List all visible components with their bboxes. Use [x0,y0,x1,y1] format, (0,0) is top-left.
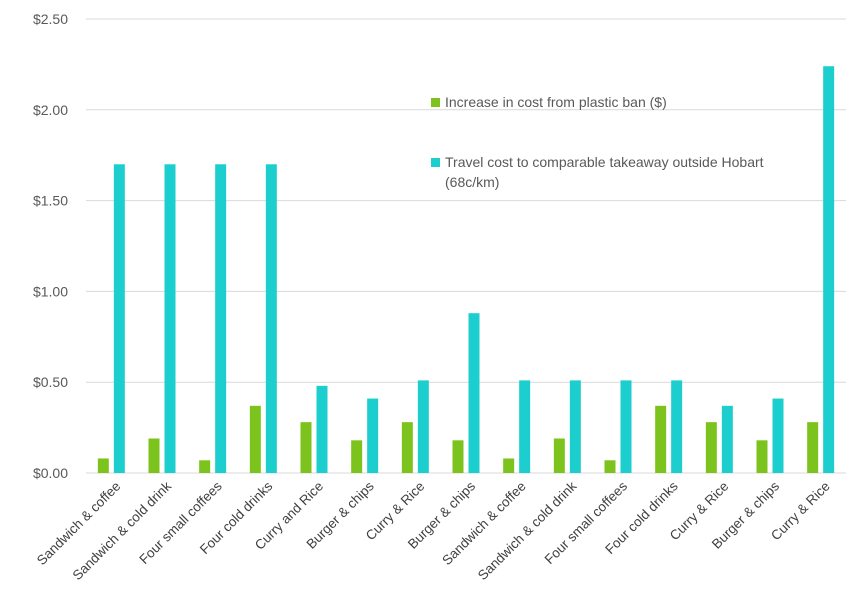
y-tick-label: $0.00 [33,465,68,481]
y-tick-label: $1.00 [33,283,68,299]
legend-swatch-increase-cost [431,98,440,107]
bar-increase-cost [756,440,768,473]
y-axis: $0.00 $0.50 $1.00 $1.50 $2.00 $2.50 [33,11,68,481]
bar-increase-cost [705,422,717,473]
bar-travel-cost [215,164,227,473]
bar-increase-cost [807,422,819,473]
bar-travel-cost [671,380,683,473]
bar-travel-cost [316,385,328,473]
bar-increase-cost [249,405,261,473]
bar-travel-cost [164,164,176,473]
bar-increase-cost [351,440,363,473]
bar-increase-cost [503,458,515,473]
legend-label-increase-cost: Increase in cost from plastic ban ($) [445,94,667,110]
bar-travel-cost [772,398,784,473]
bars [97,66,835,473]
bar-travel-cost [569,380,581,473]
x-category-label: Sandwich & coffee [34,479,124,569]
y-tick-label: $2.00 [33,102,68,118]
bar-travel-cost [367,398,379,473]
bar-travel-cost [468,313,480,473]
bar-travel-cost [519,380,531,473]
bar-travel-cost [823,66,835,473]
bar-increase-cost [199,460,211,473]
bar-increase-cost [148,438,160,473]
bar-travel-cost [721,405,733,473]
y-tick-label: $1.50 [33,193,68,209]
bar-increase-cost [97,458,109,473]
bar-increase-cost [452,440,464,473]
x-category-label: Sandwich & cold drink [475,478,580,583]
legend-swatch-travel-cost [431,158,440,167]
legend-label-travel-cost: Travel cost to comparable takeaway outsi… [445,154,764,190]
gridlines [86,18,846,474]
bar-travel-cost [113,164,125,473]
bar-increase-cost [401,422,413,473]
bar-travel-cost [620,380,632,473]
y-tick-label: $2.50 [33,11,68,27]
bar-increase-cost [655,405,667,473]
bar-travel-cost [265,164,277,473]
bar-increase-cost [300,422,312,473]
legend: Increase in cost from plastic ban ($) Tr… [431,94,764,190]
x-category-label: Sandwich & cold drink [70,478,175,583]
bar-travel-cost [417,380,429,473]
bar-increase-cost [604,460,616,473]
bar-increase-cost [553,438,565,473]
y-tick-label: $0.50 [33,374,68,390]
